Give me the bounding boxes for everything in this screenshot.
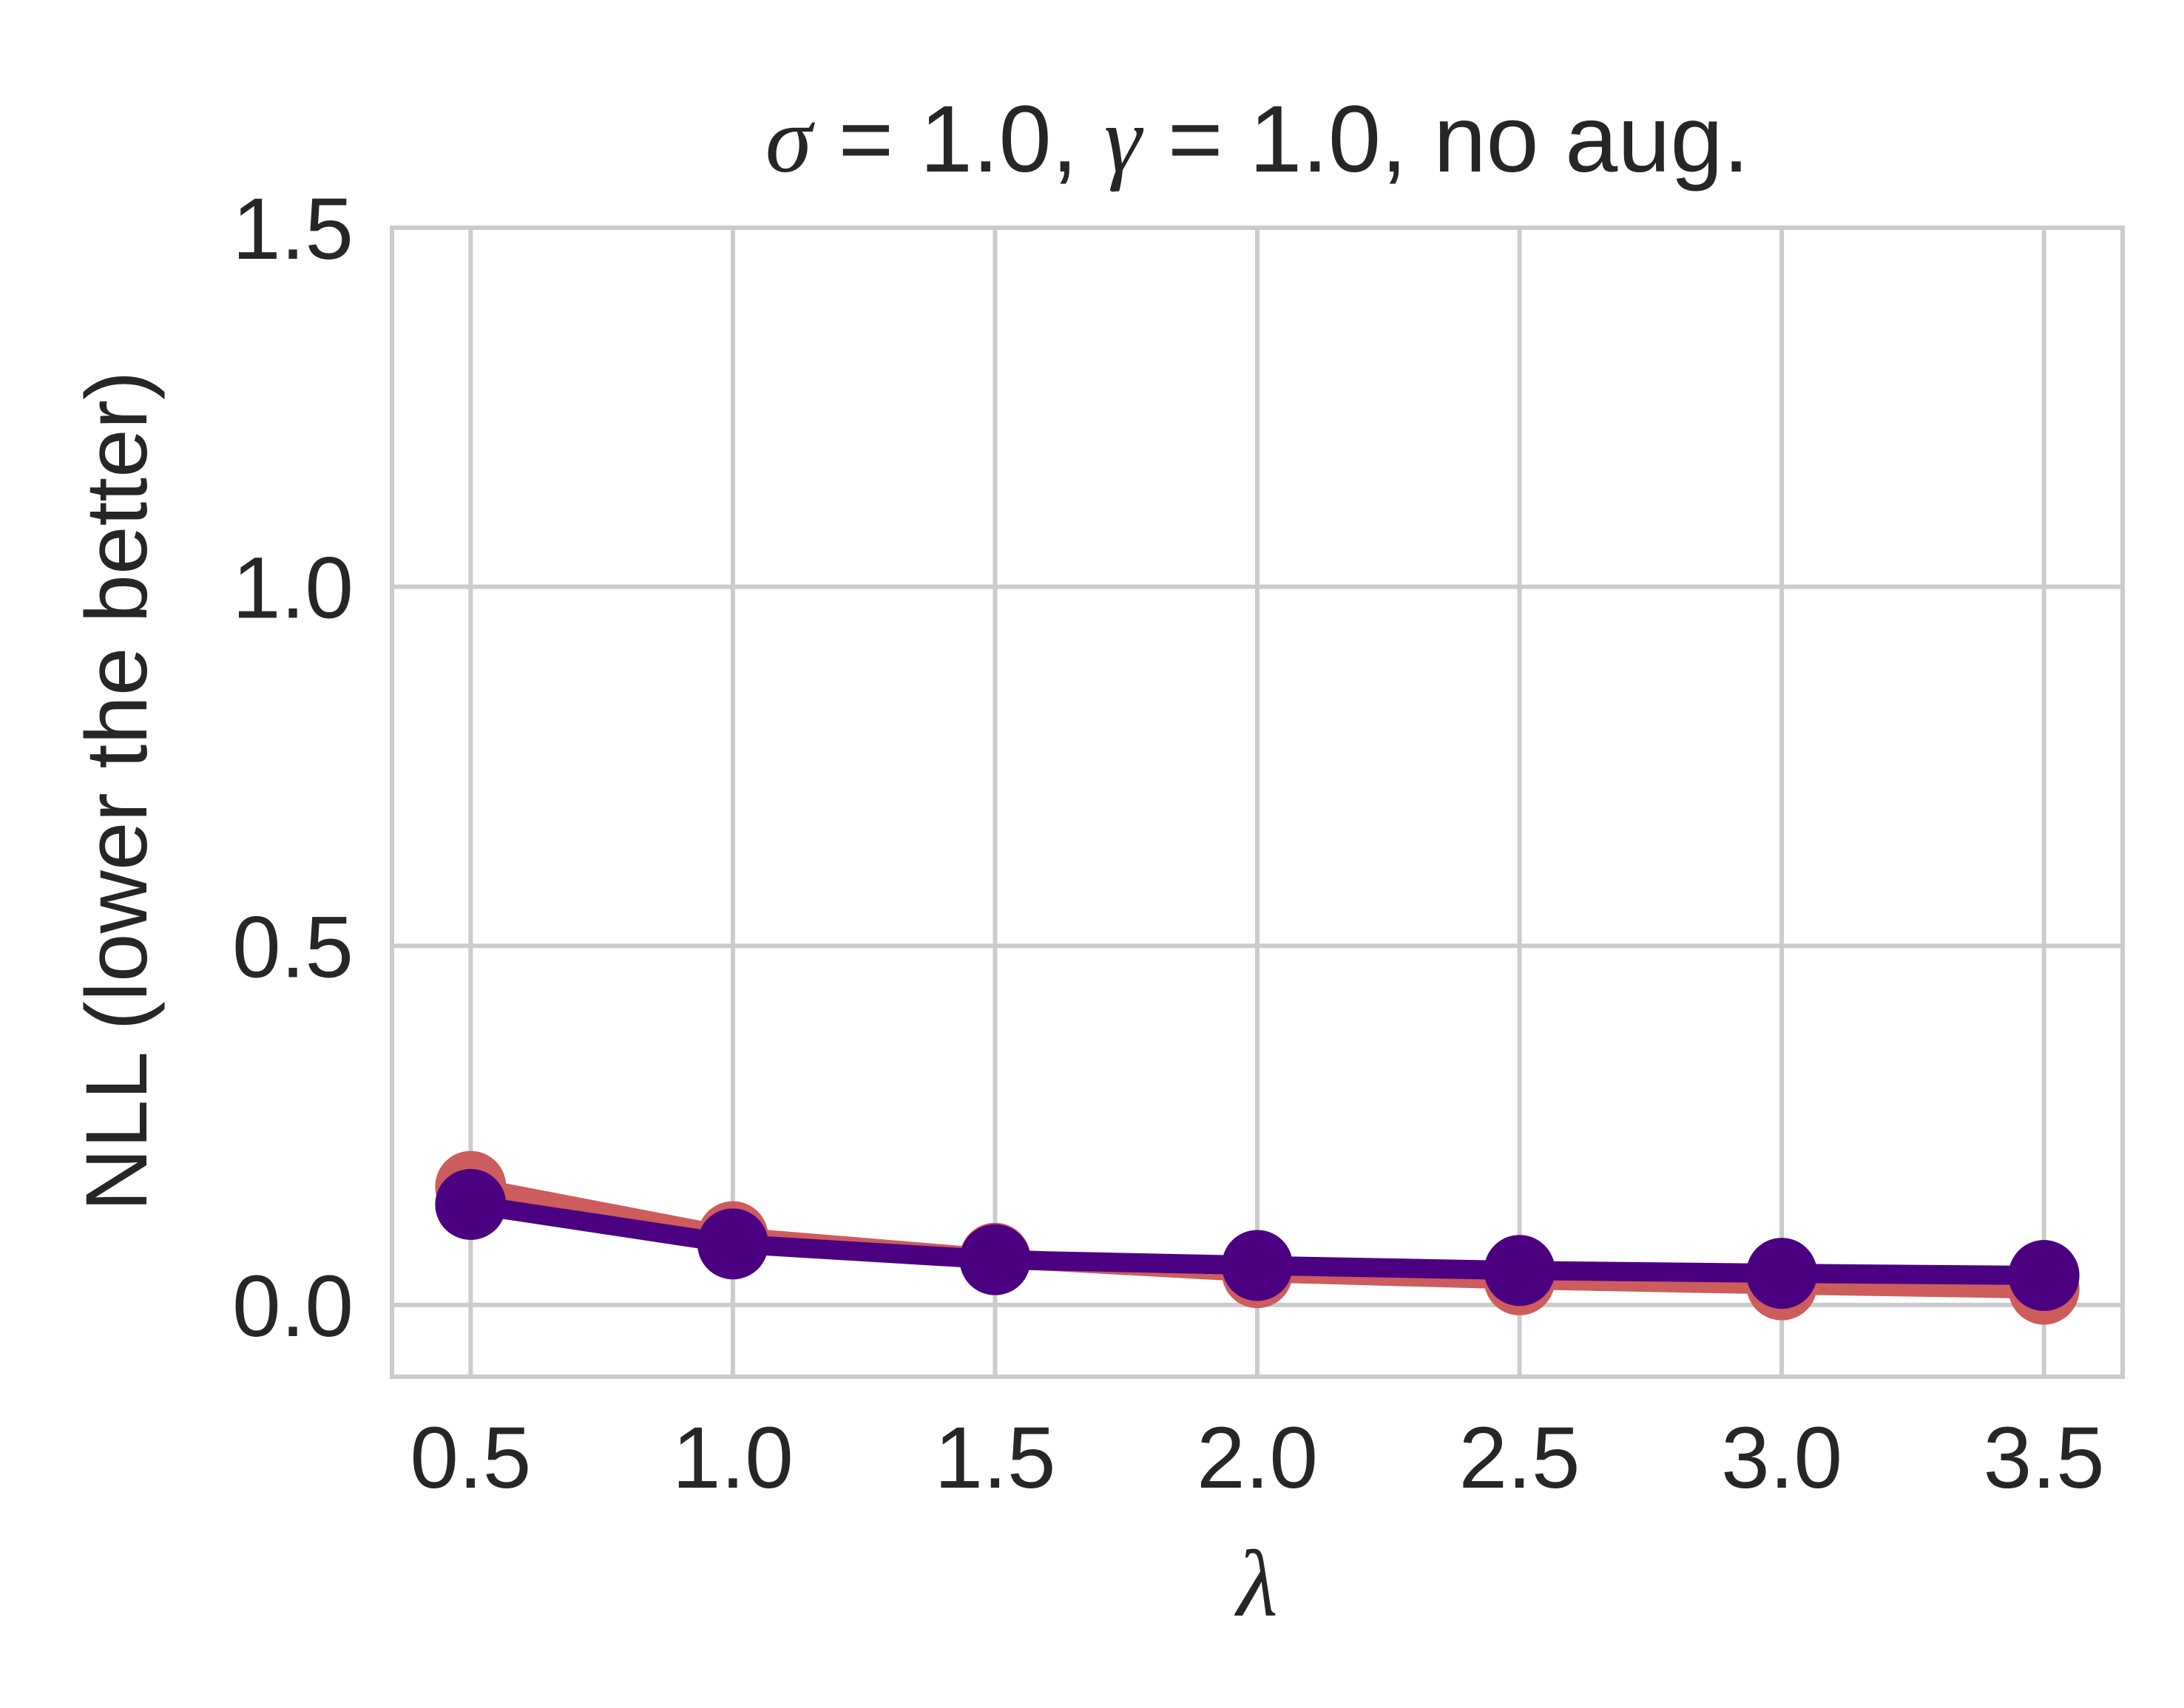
plot-frame — [390, 226, 2125, 1379]
title-sigma-symbol: σ — [765, 87, 816, 192]
x-tick-label: 2.5 — [1459, 1409, 1580, 1507]
title-gamma-value: = 1.0, no aug. — [1141, 87, 1749, 192]
x-tick-label: 0.5 — [410, 1409, 531, 1507]
x-tick-label: 2.0 — [1197, 1409, 1318, 1507]
series-2-point — [435, 1168, 507, 1240]
x-axis-label: λ — [1234, 1531, 1277, 1636]
y-tick-labels: 0.0 0.5 1.0 1.5 — [232, 180, 354, 1355]
y-tick-label: 1.0 — [232, 540, 354, 637]
chart-title: σ = 1.0, γ = 1.0, no aug. — [765, 87, 1750, 192]
series-2-point — [2008, 1240, 2080, 1312]
series-2-point — [1746, 1238, 1818, 1309]
series-2-point — [1484, 1235, 1555, 1307]
x-tick-labels: 0.5 1.0 1.5 2.0 2.5 3.0 3.5 — [410, 1409, 2104, 1507]
y-tick-label: 0.5 — [232, 898, 354, 996]
title-sigma-value: = 1.0, — [812, 87, 1104, 192]
y-axis-label: NLL (lower the better) — [68, 371, 166, 1212]
y-tick-label: 0.0 — [232, 1258, 354, 1355]
x-tick-label: 3.5 — [1984, 1409, 2105, 1507]
y-tick-label: 1.5 — [232, 180, 354, 278]
series-2-point — [959, 1224, 1031, 1295]
series-2-point — [697, 1208, 768, 1280]
x-tick-label: 1.0 — [672, 1409, 794, 1507]
x-tick-label: 3.0 — [1721, 1409, 1842, 1507]
title-gamma-symbol: γ — [1104, 87, 1144, 192]
series-2 — [435, 1168, 2080, 1312]
x-tick-label: 1.5 — [934, 1409, 1055, 1507]
x-gridlines — [468, 228, 2046, 1377]
series-layer — [435, 1150, 2080, 1325]
series-2-point — [1222, 1230, 1293, 1301]
